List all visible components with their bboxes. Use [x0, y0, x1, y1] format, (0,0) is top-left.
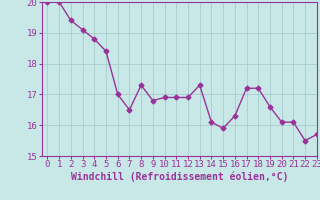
- X-axis label: Windchill (Refroidissement éolien,°C): Windchill (Refroidissement éolien,°C): [70, 172, 288, 182]
